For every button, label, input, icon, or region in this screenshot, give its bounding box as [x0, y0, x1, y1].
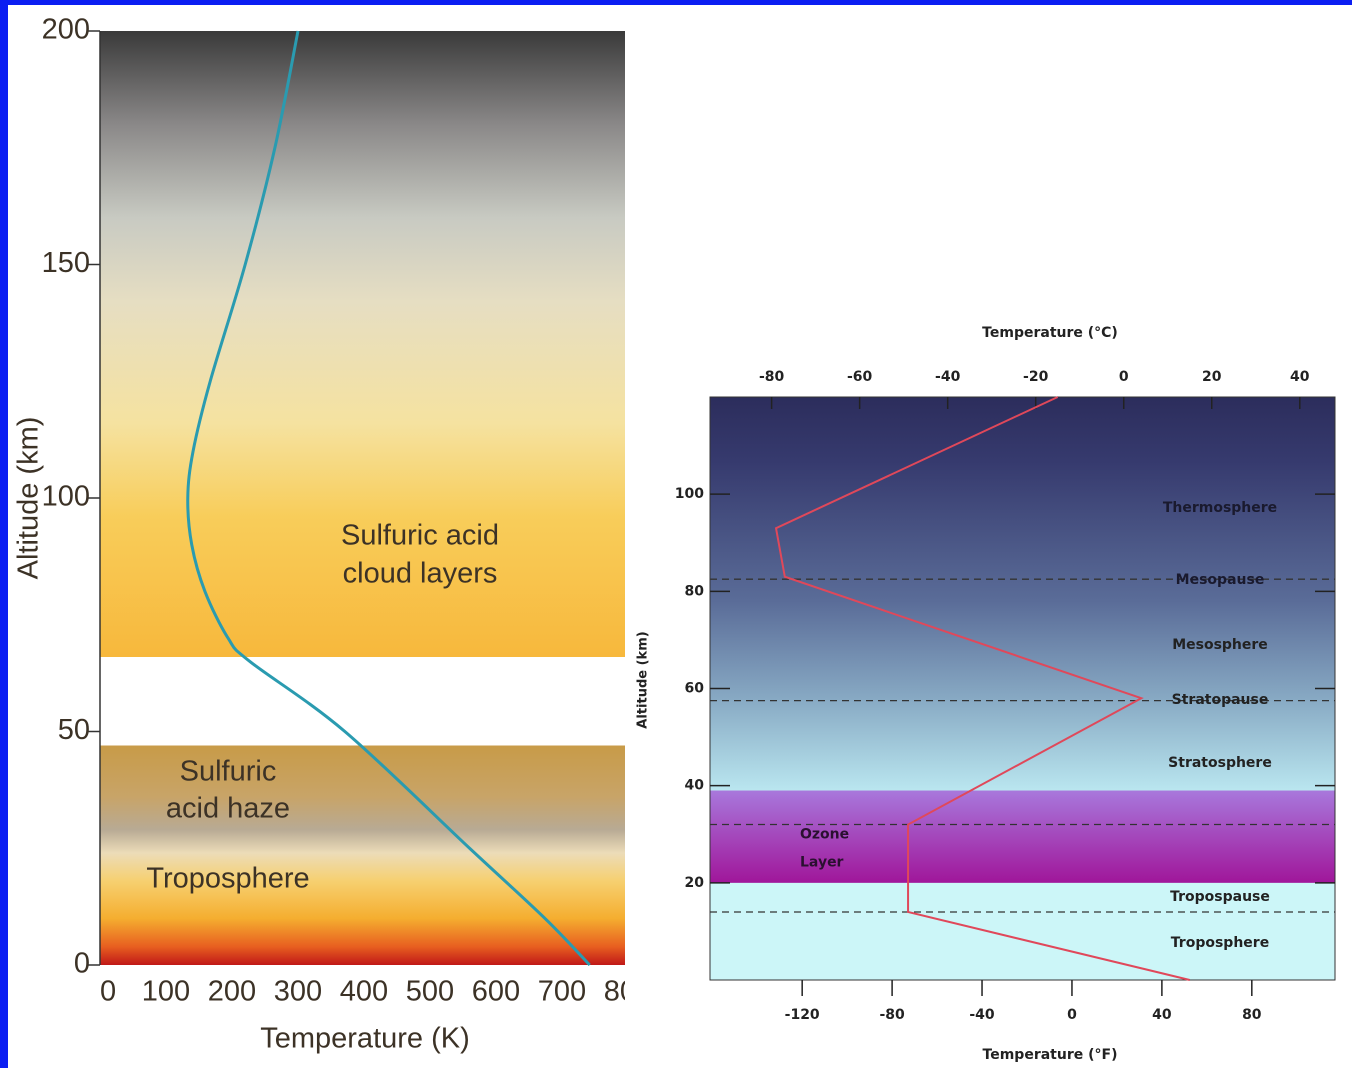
layer-label: Stratosphere [1168, 755, 1272, 771]
y-tick-label: 100 [675, 486, 704, 502]
y-tick-label: 0 [74, 948, 90, 980]
x-tick-label-top: -20 [1023, 369, 1049, 385]
x-axis-title: Temperature (K) [260, 1023, 470, 1055]
x-tick-label-top: 40 [1290, 369, 1310, 385]
x-tick-label-top: -60 [847, 369, 873, 385]
region-label: acid haze [166, 793, 290, 825]
x2-tick-label: -40 [969, 1007, 995, 1023]
x-axis-title-top: Temperature (°C) [982, 325, 1118, 341]
y-tick-label: 100 [42, 481, 90, 513]
x2-axis-title: Temperature (°F) [983, 1047, 1118, 1063]
plot-background [100, 31, 625, 965]
layer-label: Troposphere [1171, 935, 1269, 951]
layer-label: Stratopause [1172, 692, 1269, 708]
region-label: Troposphere [146, 863, 309, 895]
x2-tick-label: 0 [1067, 1007, 1077, 1023]
earth-panel: Ozone Layer 20 40 60 80 100 -80 -60 -40 -20 0 20 40 -1… [636, 325, 1336, 1063]
band-label: Layer [800, 855, 844, 871]
y-axis-title: Altitude (km) [13, 417, 45, 580]
x2-tick-label: -120 [785, 1007, 820, 1023]
y-tick-label: 20 [685, 875, 705, 891]
region-label: Sulfuric acid [341, 520, 499, 552]
x-tick-label: 400 [340, 976, 388, 1008]
y-tick-label: 150 [42, 247, 90, 279]
venus-panel: 0501001502000100200300400500600700800Tem… [13, 14, 653, 1055]
x-tick-label-top: 20 [1202, 369, 1222, 385]
x-tick-label: 0 [100, 976, 116, 1008]
layer-label: Mesopause [1176, 572, 1265, 588]
x-tick-label: 600 [472, 976, 520, 1008]
layer-label: Mesosphere [1172, 637, 1268, 653]
x-tick-label: 300 [274, 976, 322, 1008]
page: 0501001502000100200300400500600700800Tem… [0, 0, 1352, 1068]
y-tick-label: 200 [42, 14, 90, 46]
y-tick-label: 80 [685, 583, 705, 599]
x-tick-label-top: -40 [935, 369, 961, 385]
x-tick-label: 500 [406, 976, 454, 1008]
y-axis-title: Altitude (km) [636, 631, 651, 728]
x-tick-label: 700 [538, 976, 586, 1008]
region-label: cloud layers [343, 558, 498, 590]
x-tick-label: 100 [142, 976, 190, 1008]
x-tick-label-top: -80 [759, 369, 785, 385]
region-label: Sulfuric [180, 756, 277, 788]
x-tick-label-top: 0 [1119, 369, 1129, 385]
y-tick-label: 60 [685, 681, 705, 697]
x2-tick-label: 80 [1242, 1007, 1262, 1023]
x2-tick-label: -80 [879, 1007, 905, 1023]
layer-label: Tropospause [1170, 889, 1270, 905]
y-tick-label: 50 [58, 714, 90, 746]
band-label: Ozone [800, 827, 849, 843]
y-tick-label: 40 [685, 778, 705, 794]
layer-label: Thermosphere [1163, 500, 1277, 516]
x2-tick-label: 40 [1152, 1007, 1172, 1023]
x-tick-label: 200 [208, 976, 256, 1008]
